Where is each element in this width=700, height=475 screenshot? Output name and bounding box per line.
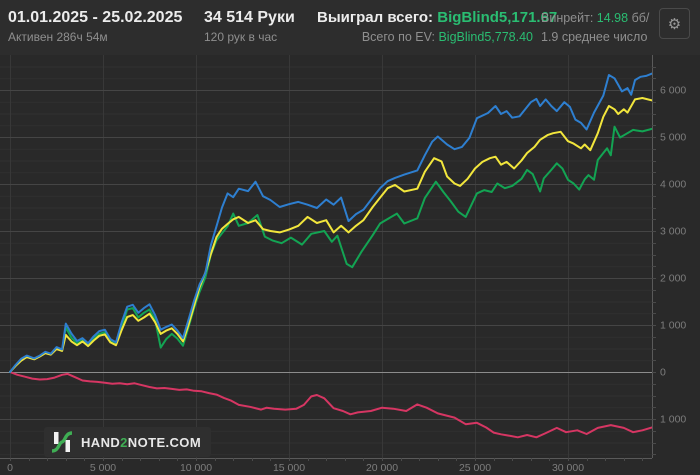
x-axis-label: 25 000 <box>459 462 491 474</box>
stats-header: 01.01.2025 - 25.02.2025 Активен 286ч 54м… <box>0 0 700 55</box>
logo-text-post: NOTE.COM <box>127 434 202 450</box>
ev-value: BigBlind5,778.40 <box>438 30 533 44</box>
gear-icon: ⚙ <box>667 15 682 33</box>
x-axis-label: 30 000 <box>552 462 584 474</box>
x-axis-label: 5 000 <box>90 462 116 474</box>
series-line-won_at_showdown <box>9 72 652 373</box>
active-time: Активен 286ч 54м <box>8 30 108 44</box>
ev-total-line: Всего по EV: BigBlind5,778.40 <box>317 29 533 46</box>
winrate-line: Винрейт: 14.98 бб/ <box>541 7 649 29</box>
x-axis-label: 20 000 <box>366 462 398 474</box>
winrate-label: Винрейт: <box>541 11 594 25</box>
ev-label: Всего по EV: <box>361 30 435 44</box>
winrate-unit: бб/ <box>631 11 650 25</box>
hands-block: 34 514 Руки 120 рук в час <box>204 0 317 55</box>
series-line-won_total <box>9 125 652 373</box>
x-axis-label: 10 000 <box>180 462 212 474</box>
hand2note-watermark[interactable]: HAND2NOTE.COM <box>44 427 212 457</box>
y-axis-label: 3 000 <box>660 226 686 238</box>
settings-button[interactable]: ⚙ <box>659 8 690 39</box>
winrate-value: 14.98 <box>596 11 629 25</box>
winnings-block: Выиграл всего: BigBlind5,171.67 Всего по… <box>317 0 557 55</box>
series-line-won_without_showdown <box>9 371 652 439</box>
x-axis-label: 0 <box>7 462 13 474</box>
won-label: Выиграл всего: <box>317 9 434 26</box>
hands-total: 34 514 Руки <box>204 9 295 26</box>
y-axis-label: 0 <box>660 367 666 379</box>
x-axis-label: 15 000 <box>273 462 305 474</box>
hands-per-hour: 120 рук в час <box>204 30 278 44</box>
logo-text-pre: HAND <box>81 434 121 450</box>
y-axis-label: 5 000 <box>660 132 686 144</box>
date-range: 01.01.2025 - 25.02.2025 <box>8 9 183 26</box>
y-axis-label: 2 000 <box>660 273 686 285</box>
y-axis-label: 1 000 <box>660 414 686 426</box>
logo-text-accent: 2 <box>120 434 128 450</box>
hand2note-logo-text: HAND2NOTE.COM <box>81 435 201 450</box>
y-axis-label: 1 000 <box>660 320 686 332</box>
won-value: BigBlind5,171.67 <box>437 9 558 26</box>
winrate-block: Винрейт: 14.98 бб/ 1.9 среднее число <box>541 0 649 55</box>
y-axis-label: 6 000 <box>660 85 686 97</box>
date-range-block: 01.01.2025 - 25.02.2025 Активен 286ч 54м <box>8 0 204 55</box>
y-axis-label: 4 000 <box>660 179 686 191</box>
hand2note-logo-icon <box>51 431 73 453</box>
series-group <box>9 72 652 439</box>
won-total-line: Выиграл всего: BigBlind5,171.67 <box>317 7 557 29</box>
winrate-sub: 1.9 среднее число <box>541 30 648 44</box>
series-line-ev_won <box>9 97 652 373</box>
